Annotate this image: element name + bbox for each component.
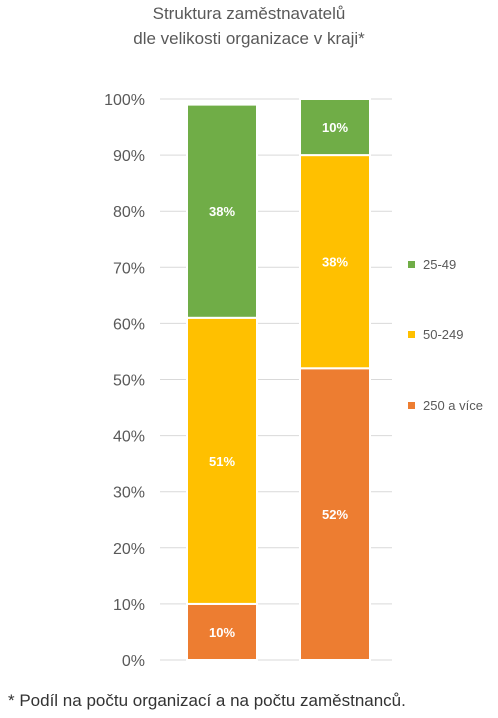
bar-segment: [186, 103, 258, 319]
y-tick-label: 40%: [113, 429, 145, 446]
legend-swatch: [408, 261, 415, 268]
y-tick-label: 0%: [122, 653, 145, 670]
stacked-bar-chart: 0% 10% 20% 30% 40% 50% 60% 70% 80% 90% 100% 10% 51% 3…: [104, 92, 483, 670]
y-tick-label: 60%: [113, 316, 145, 333]
y-tick-label: 90%: [113, 148, 145, 165]
y-tick-label: 100%: [104, 92, 145, 109]
y-tick-label: 80%: [113, 204, 145, 221]
y-tick-label: 10%: [113, 597, 145, 614]
data-label: 10%: [322, 120, 348, 135]
y-tick-label: 30%: [113, 485, 145, 502]
legend-label: 25-49: [423, 257, 456, 272]
y-tick-label: 50%: [113, 373, 145, 390]
bar-segment: [299, 98, 371, 157]
legend-swatch: [408, 402, 415, 409]
data-label: 51%: [209, 454, 235, 469]
data-label: 52%: [322, 507, 348, 522]
bar-segment: [299, 367, 371, 661]
data-label: 38%: [322, 255, 348, 270]
data-label: 38%: [209, 204, 235, 219]
y-tick-label: 70%: [113, 260, 145, 277]
chart-title-line-2: dle velikosti organizace v kraji*: [133, 29, 365, 48]
bar-segment: [299, 154, 371, 370]
chart-title-line-1: Struktura zaměstnavatelů: [152, 4, 346, 23]
footnote: * Podíl na počtu organizací a na počtu z…: [8, 691, 406, 710]
data-label: 10%: [209, 625, 235, 640]
y-tick-label: 20%: [113, 541, 145, 558]
legend-label: 50-249: [423, 327, 463, 342]
legend-label: 250 a více: [423, 398, 483, 413]
bar-segment: [186, 316, 258, 605]
legend-swatch: [408, 331, 415, 338]
